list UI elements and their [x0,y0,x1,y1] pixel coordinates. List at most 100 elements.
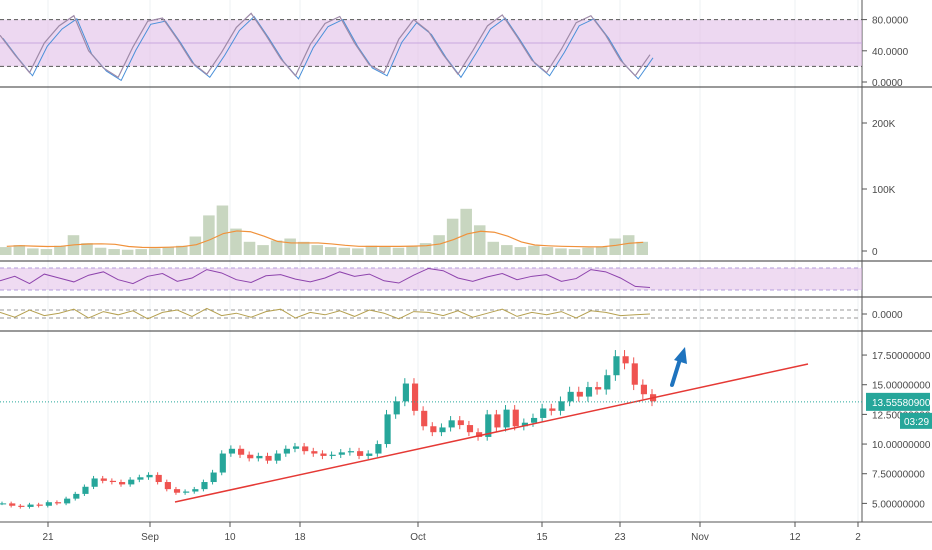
price-tick-label: 7.50000000 [872,470,925,481]
time-tick-label: 2 [855,532,861,543]
volume-bar [284,238,296,255]
volume-bar [216,205,229,255]
osc-tick-label: 0.0000 [872,310,903,321]
price-candle-body [18,505,25,507]
volume-bar [243,241,256,255]
volume-bar [135,249,147,255]
price-tick-label: 17.50000000 [872,351,931,362]
current-price-badge [866,392,930,411]
price-candle-body [219,453,226,473]
price-candle-body [402,383,409,402]
time-tick-label: 15 [536,532,548,543]
volume-bar [622,235,635,255]
volume-bar [609,238,621,255]
countdown-label: 03:29 [904,417,929,428]
current-price-label: 13.55580900 [872,398,931,409]
price-candle-body [347,451,355,453]
price-candle-body [173,489,181,493]
price-candle-body [457,420,464,426]
price-candle-body [0,503,7,505]
price-candle-body [9,503,16,506]
volume-bar [365,245,378,255]
time-tick-label: 21 [42,532,54,543]
countdown-badge [900,412,932,429]
price-candle-body [146,474,153,478]
volume-tick-label: 0 [872,247,878,258]
volume-ma-line [6,230,644,249]
volume-bar [162,247,175,255]
price-candle-body [411,383,419,411]
price-candle-body [640,384,647,395]
volume-bar [406,246,418,255]
volume-bar [311,245,323,255]
time-axis: 21 Sep 10 18 Oct 15 23 Nov 12 2 [42,522,861,543]
price-candle-body [292,446,300,449]
volume-bar [419,243,432,255]
price-candle-body [604,375,611,390]
price-candle-body [530,417,538,423]
volume-bar [568,249,581,255]
price-candle-body [27,504,34,507]
volume-bar [501,245,513,255]
price-candle-body [155,474,162,483]
price-candle-body [119,482,126,485]
price-candle-body [549,408,556,411]
volume-bar [352,248,364,255]
price-candle-body [36,504,43,506]
price-candle-body [567,391,574,402]
volume-bar [636,241,648,255]
time-tick-label: 18 [294,532,306,543]
volume-bar [94,247,107,255]
volume-bar [555,248,567,255]
volume-tick-label: 200K [872,119,896,130]
price-candle-body [265,455,272,461]
price-candle-body [283,448,290,454]
price-candle-body [393,401,400,415]
price-candle-body [137,477,144,480]
price-candle-body [375,444,382,454]
rsi-line [0,267,651,289]
price-candle-body [73,493,80,499]
price-candle-body [329,454,336,456]
price-candle-body [503,409,510,428]
volume-bar [528,245,540,255]
volume-tick-label: 100K [872,185,896,196]
grid [0,0,932,523]
price-candle-body [485,414,492,437]
trendline [174,363,809,503]
price-candle-body [576,391,583,397]
volume-bar [13,245,26,255]
price-candle-body [448,420,455,428]
volume-bar [446,218,459,255]
price-candle-body [320,453,327,456]
rsi-band [0,268,862,290]
volume-bar [40,249,53,255]
price-candle-body [109,480,117,483]
price-candle-body [613,356,620,376]
volume-bar [325,247,337,255]
time-tick-label: Sep [141,532,159,543]
price-candle-body [512,409,519,427]
price-candle-body [540,408,547,418]
volume-bar [148,248,161,255]
volume-bar [541,247,554,255]
price-candle-body [238,448,245,455]
stoch-k-line [0,12,651,79]
price-candle-body [256,455,263,459]
volume-bar [27,248,39,255]
stoch-tick-label: 40.0000 [872,47,909,58]
volume-bar [460,208,472,255]
stoch-tick-label: 0.0000 [872,78,903,89]
price-candle-body [128,479,135,485]
price-candle-body [164,482,171,490]
volume-bar [487,241,500,255]
price-candle-body [201,482,208,490]
price-candle-body [82,486,89,494]
osc-line [0,307,651,320]
volume-bar [514,247,527,255]
price-candle-body [247,454,254,459]
price-candle-body [91,478,98,487]
volume-bar [338,247,351,255]
time-tick-label: 23 [614,532,626,543]
